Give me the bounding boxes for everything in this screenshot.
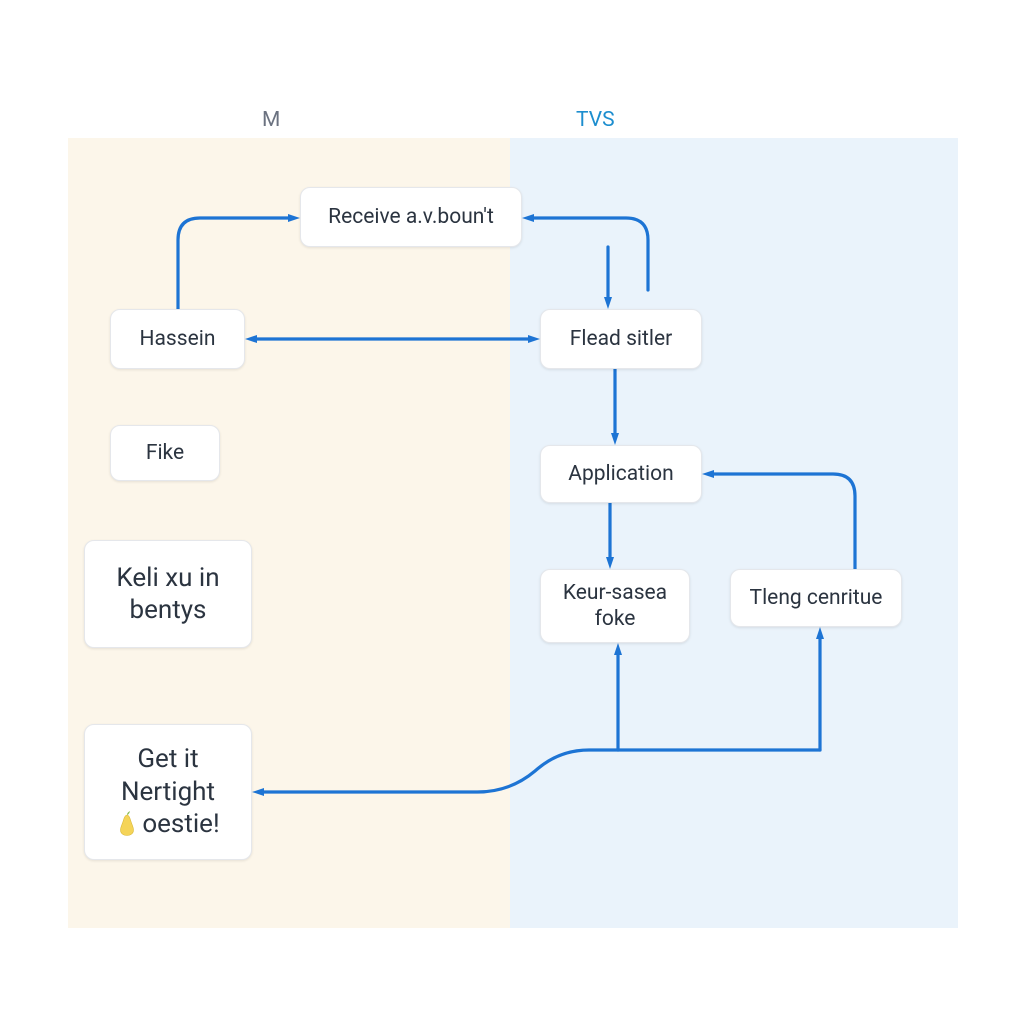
- node-getit-content: Get it Nertight oestie!: [116, 743, 219, 841]
- node-flead: Flead sitler: [540, 309, 702, 369]
- node-tleng: Tleng cenritue: [730, 569, 902, 627]
- lane-left-label: M: [262, 108, 280, 132]
- node-keli: Keli xu in bentys: [84, 540, 252, 648]
- node-receive: Receive a.v.boun't: [300, 187, 522, 247]
- node-fike: Fike: [110, 425, 220, 481]
- node-app: Application: [540, 445, 702, 503]
- flowchart-canvas: M TVS Receive a.v.boun't Hassein Flead s…: [0, 0, 1024, 1024]
- node-keur: Keur-sasea foke: [540, 569, 690, 643]
- lane-right-bg: [510, 138, 958, 928]
- node-hassein: Hassein: [110, 309, 245, 369]
- pear-icon: [116, 810, 138, 836]
- lane-right-label: TVS: [576, 108, 615, 132]
- node-getit: Get it Nertight oestie!: [84, 724, 252, 860]
